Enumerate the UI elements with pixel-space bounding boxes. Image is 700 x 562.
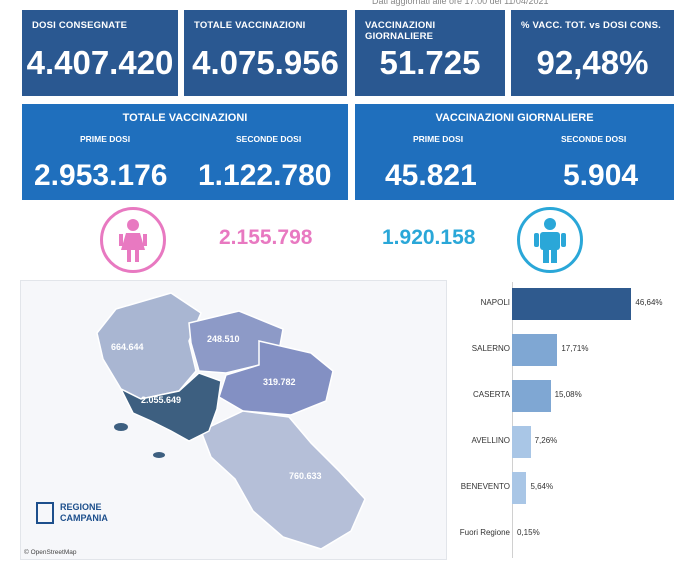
card-label: % VACC. TOT. vs DOSI CONS. [521,20,661,31]
map-credit: © OpenStreetMap [24,549,77,556]
male-vaccinations: 1.920.158 [382,226,476,249]
male-person-icon [517,207,583,273]
card-value: 4.075.956 [192,44,339,81]
map-value-caserta: 664.644 [111,342,144,352]
bar-value-label: 5,64% [530,482,554,491]
bar-category-label: AVELLINO [471,436,510,445]
card-value: 92,48% [536,44,649,81]
bar-row: SALERNO 17,71% [450,334,678,366]
bar-value-label: 46,64% [635,298,663,307]
vaccinazioni-giornaliere-card: VACCINAZIONI GIORNALIERE 51.725 [355,10,505,96]
bar-value-label: 17,71% [561,344,589,353]
seconde-dosi-label: SECONDE DOSI [236,134,302,144]
shield-icon [36,502,54,524]
province-bar-chart: NAPOLI 46,64% SALERNO 17,71% CASERTA 15,08% AV… [450,280,678,558]
map-value-napoli: 2.055.649 [141,395,182,405]
bar-caserta[interactable] [512,380,551,412]
seconde-dosi-value: 5.904 [563,159,639,192]
prime-dosi-value: 45.821 [385,159,477,192]
card-value: 51.725 [379,44,481,81]
logo-line-1: REGIONE [60,502,102,512]
map-value-salerno: 760.633 [289,471,322,481]
card-label: VACCINAZIONI GIORNALIERE [365,20,436,42]
card-label: TOTALE VACCINAZIONI [194,20,306,31]
logo-line-2: CAMPANIA [60,513,108,523]
bar-category-label: CASERTA [472,390,510,399]
bar-axis [512,282,513,558]
totale-vaccinazioni-card: TOTALE VACCINAZIONI 4.075.956 [184,10,347,96]
map-value-benevento: 248.510 [207,334,240,344]
dosi-consegnate-card: DOSI CONSEGNATE 4.407.420 [22,10,178,96]
bar-category-label: BENEVENTO [460,482,510,491]
female-vaccinations: 2.155.798 [219,226,313,249]
bar-row: CASERTA 15,08% [450,380,678,412]
bar-row: AVELLINO 7,26% [450,426,678,458]
totale-vaccinazioni-panel: TOTALE VACCINAZIONI PRIME DOSI 2.953.176… [22,104,348,200]
regione-campania-logo: REGIONE CAMPANIA [36,502,116,532]
bar-row: NAPOLI 46,64% [450,288,678,320]
bar-fuori-regione[interactable] [512,518,513,550]
bar-avellino[interactable] [512,426,531,458]
bar-value-label: 7,26% [534,436,558,445]
map-value-avellino: 319.782 [263,377,296,387]
prime-dosi-label: PRIME DOSI [80,134,131,144]
bar-category-label: NAPOLI [480,298,510,307]
seconde-dosi-value: 1.122.780 [198,159,332,192]
card-value: 4.407.420 [26,44,174,81]
female-person-icon [100,207,166,273]
bar-value-label: 0,15% [517,528,540,537]
bar-value-label: 15,08% [554,390,582,399]
card-label: DOSI CONSEGNATE [32,20,128,31]
bar-salerno[interactable] [512,334,558,366]
seconde-dosi-label: SECONDE DOSI [561,134,627,144]
prime-dosi-value: 2.953.176 [34,159,168,192]
percent-vacc-card: % VACC. TOT. vs DOSI CONS. 92,48% [511,10,674,96]
panel-title: TOTALE VACCINAZIONI [122,112,248,124]
bar-category-label: Fuori Regione [459,528,510,537]
bar-row: BENEVENTO 5,64% [450,472,678,504]
map-province-avellino [218,340,334,416]
map-province-napoli [119,372,222,442]
prime-dosi-label: PRIME DOSI [413,134,464,144]
top-caption: Dati aggiornati alle ore 17:00 del 11/04… [372,0,549,6]
bar-napoli[interactable] [512,288,632,320]
bar-category-label: SALERNO [471,344,510,353]
bar-row: Fuori Regione 0,15% [450,518,678,550]
vaccinazioni-giornaliere-panel: VACCINAZIONI GIORNALIERE PRIME DOSI 45.8… [355,104,674,200]
bar-benevento[interactable] [512,472,527,504]
map-province-salerno [200,410,366,550]
campania-map[interactable]: 664.644 248.510 319.782 2.055.649 760.63… [20,280,447,560]
panel-title: VACCINAZIONI GIORNALIERE [435,112,594,124]
